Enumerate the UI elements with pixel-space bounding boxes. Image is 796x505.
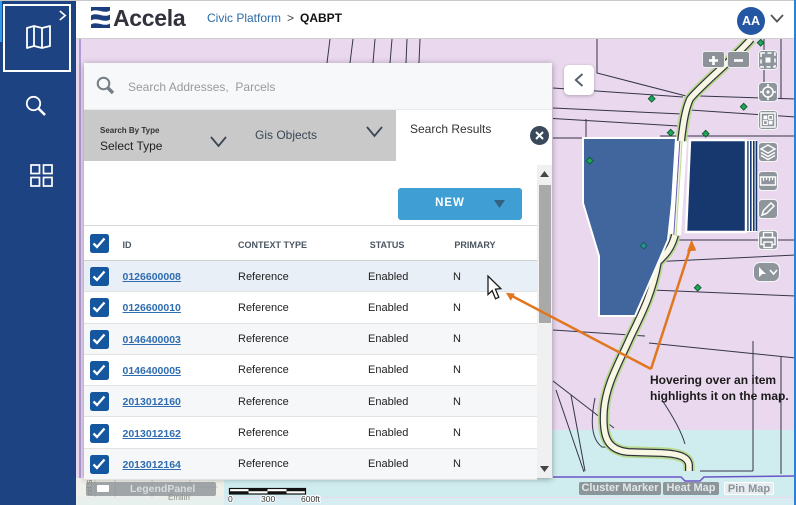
svg-text:Hovering over an item: Hovering over an item [650,373,776,387]
svg-text:0: 0 [228,494,233,503]
svg-text:300: 300 [261,494,275,503]
svg-text:Emilin: Emilin [168,493,190,502]
svg-text:600ft: 600ft [301,494,321,503]
svg-text:highlights it on the map.: highlights it on the map. [650,389,789,403]
